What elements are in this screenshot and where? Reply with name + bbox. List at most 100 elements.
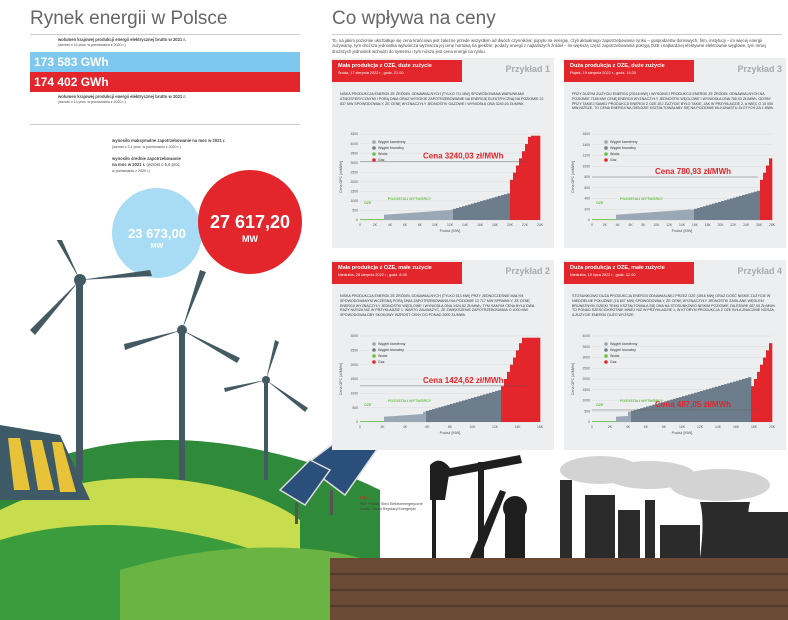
supply-bar: [670, 399, 674, 422]
supply-bar: [390, 214, 394, 220]
x-tick-label: 16K: [692, 223, 699, 227]
supply-bar: [474, 202, 478, 220]
x-tick-label: 14K: [679, 223, 686, 227]
supply-bar: [685, 209, 689, 220]
x-tick-label: 22K: [522, 223, 529, 227]
legend-dot: [372, 342, 376, 346]
supply-bar: [435, 211, 439, 220]
supply-bar: [712, 387, 716, 422]
supply-bar: [619, 214, 623, 220]
legend-dot: [372, 158, 376, 162]
supply-bar: [510, 364, 514, 422]
supply-bar: [736, 380, 740, 422]
supply-bar: [375, 219, 379, 220]
supply-bar: [453, 403, 457, 422]
legend-dot: [604, 354, 608, 358]
x-tick-label: 6K: [628, 223, 633, 227]
supply-bar: [739, 195, 743, 220]
y-tick-label: 1200: [582, 154, 590, 158]
supply-bar: [691, 209, 695, 220]
supply-bar: [435, 408, 439, 422]
x-tick-label: 2K: [608, 425, 613, 429]
supply-bar: [366, 219, 370, 220]
x-tick-label: 0: [359, 425, 361, 429]
supply-bar: [399, 415, 403, 422]
merit-order-chart: 0 500 1000 1500 2000 2500 3000 3500 4000 0 2K 4K 6K 8…: [571, 334, 776, 435]
oil-pump-icon: [430, 455, 527, 558]
x-tick-label: 18K: [751, 425, 758, 429]
x-axis-label: Podaż [MW]: [440, 229, 461, 233]
supply-bar: [712, 203, 716, 220]
supply-bar: [384, 416, 388, 422]
x-tick-label: 20K: [718, 223, 725, 227]
y-tick-label: 1000: [350, 392, 358, 396]
y-tick-label: 1000: [582, 399, 590, 403]
y-tick-label: 500: [352, 209, 358, 213]
supply-bar: [646, 212, 650, 220]
card-date: Niedziela, 10 lipca 2022 r., godz. 12.00: [570, 273, 636, 277]
supply-bar: [516, 350, 520, 422]
left-title: Rynek energii w Polsce: [30, 8, 228, 29]
card-title: Duża produkcja z OZE, małe zużycie: [570, 265, 665, 271]
supply-bar: [411, 212, 415, 220]
supply-bar: [607, 219, 611, 220]
supply-bar: [634, 213, 638, 220]
supply-bar: [598, 421, 602, 422]
supply-bar: [694, 208, 698, 220]
supply-bar: [420, 414, 424, 422]
supply-bar: [477, 201, 481, 220]
card-header: Duża produkcja z OZE, duże zużycie Piątek…: [564, 60, 694, 82]
supply-bar: [441, 210, 445, 220]
card-title: Mała produkcja z OZE, małe zużycie: [338, 265, 432, 271]
max-demand-circle: [198, 170, 302, 274]
supply-bar: [610, 219, 614, 220]
solar-panel-icon: [278, 434, 382, 524]
supply-bar: [423, 411, 427, 422]
supply-bar: [501, 195, 505, 220]
supply-bar: [652, 404, 656, 422]
supply-bar: [607, 421, 611, 422]
supply-bar: [649, 212, 653, 220]
supply-bar: [661, 402, 665, 422]
supply-bar: [519, 158, 523, 220]
supply-bar: [601, 219, 605, 220]
y-tick-label: 4000: [582, 334, 590, 338]
supply-bar: [384, 214, 388, 220]
supply-bar: [760, 179, 764, 220]
y-tick-label: 1400: [582, 143, 590, 147]
supply-bar: [646, 406, 650, 422]
consumption-label: wolumen krajowej produkcji energii elekt…: [58, 94, 186, 99]
supply-bar: [462, 400, 466, 422]
supply-bar: [667, 400, 671, 422]
production-label: wolumen krajowej produkcji energii elekt…: [58, 37, 186, 42]
supply-bar: [706, 205, 710, 220]
oze-label: OZE: [364, 201, 372, 205]
y-tick-label: 600: [584, 186, 590, 190]
supply-bar: [534, 135, 538, 220]
x-tick-label: 14K: [715, 425, 722, 429]
supply-bar: [441, 406, 445, 422]
y-tick-label: 500: [584, 409, 590, 413]
credits-tag: BIR ▸: [360, 496, 369, 500]
supply-bar: [393, 214, 397, 220]
x-tick-label: 28K: [769, 223, 776, 227]
supply-bar: [721, 201, 725, 220]
legend-dot: [604, 152, 608, 156]
supply-bar: [748, 193, 752, 220]
supply-bar: [595, 421, 599, 422]
supply-bar: [423, 211, 427, 220]
x-tick-label: 4K: [616, 223, 621, 227]
supply-bar: [769, 343, 773, 422]
card-date: Niedziela, 28 sierpnia 2022 r., godz. 6.…: [338, 273, 407, 277]
supply-bar: [471, 203, 475, 220]
y-tick-label: 2500: [582, 366, 590, 370]
legend-dot: [604, 146, 608, 150]
supply-bar: [661, 211, 665, 220]
supply-bar: [769, 158, 773, 220]
supply-bar: [664, 401, 668, 422]
legend-label: Woda: [610, 354, 619, 358]
supply-bar: [453, 208, 457, 220]
card-description: PRZY DUŻYM ZUŻYCIU ENERGII (23116 MW) I …: [572, 92, 775, 111]
x-tick-label: 14K: [462, 223, 469, 227]
card-description: NISKA PRODUKCJA ENERGII ZE ŹRÓDEŁ ODNAWI…: [340, 294, 535, 318]
